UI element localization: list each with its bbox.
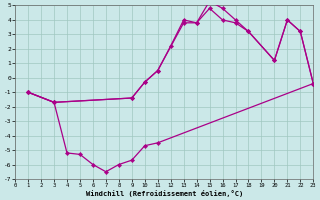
X-axis label: Windchill (Refroidissement éolien,°C): Windchill (Refroidissement éolien,°C) [85, 190, 243, 197]
